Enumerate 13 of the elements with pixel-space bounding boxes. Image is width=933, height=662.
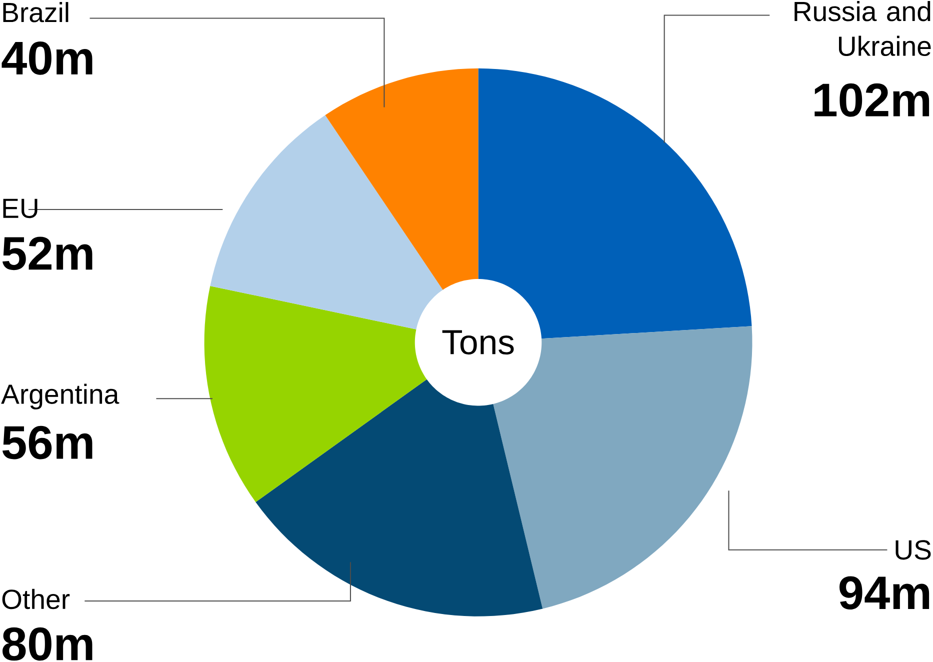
slice-label: Brazil	[3, 2, 68, 22]
data-label: 102m	[814, 84, 930, 117]
slice-label: Other	[2, 589, 70, 610]
data-label: 40m	[2, 42, 92, 75]
text: Tons	[442, 330, 514, 355]
slice-label: US	[896, 540, 931, 560]
slice-label: Russia and Ukraine	[794, 1, 931, 56]
slice-label: EU	[3, 198, 38, 218]
data-label: 94m	[839, 576, 930, 610]
data-label: 52m	[2, 236, 92, 270]
data-label: 80m	[2, 627, 92, 661]
data-label: 56m	[2, 426, 92, 460]
slice-label: Argentina	[1, 384, 120, 410]
